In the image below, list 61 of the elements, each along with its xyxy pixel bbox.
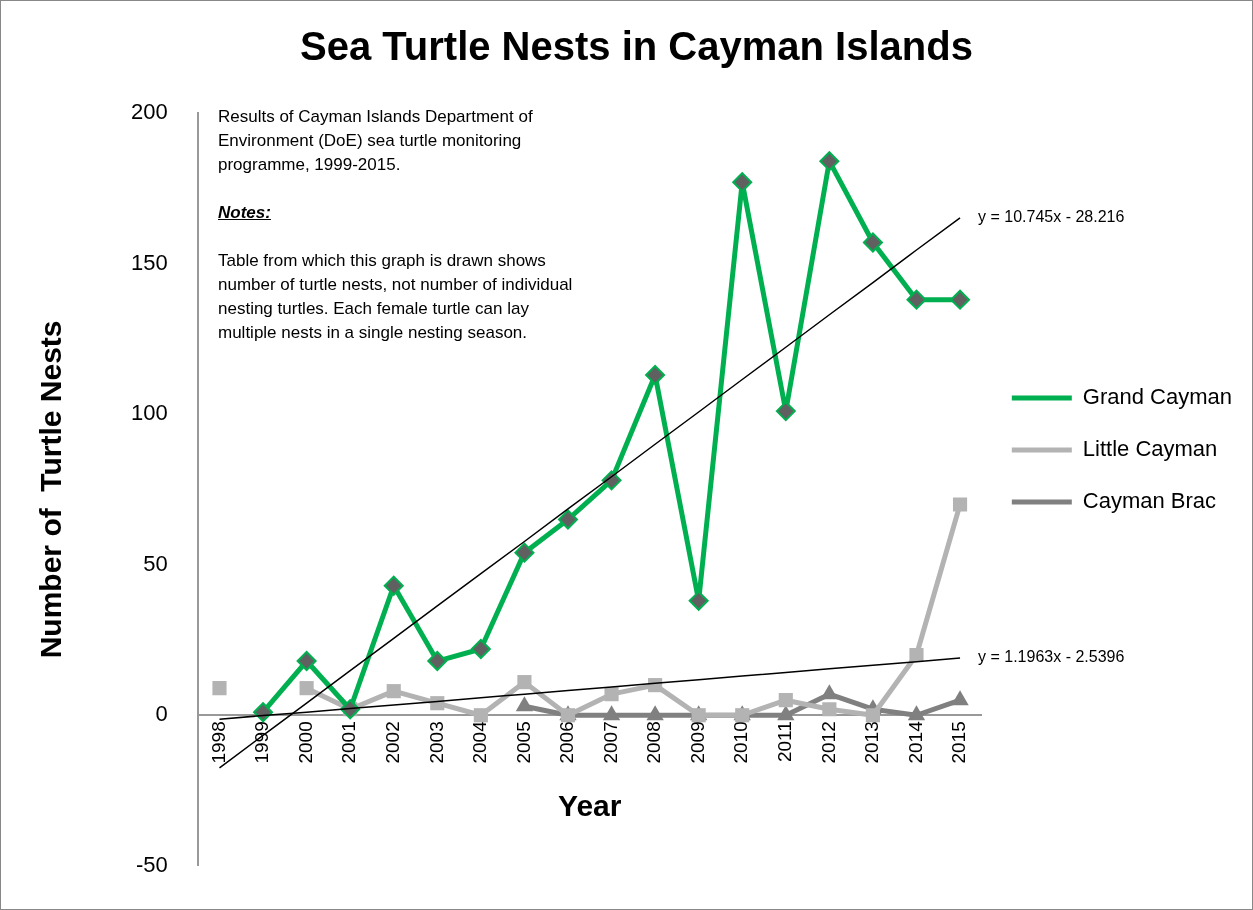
point <box>383 575 404 596</box>
x-tick-label: 2010 <box>730 721 752 764</box>
point <box>775 401 796 422</box>
x-tick-label: 1999 <box>251 721 273 764</box>
legend-label: Cayman Brac <box>1082 488 1217 514</box>
x-tick-label: 2009 <box>686 721 708 764</box>
x-tick-label: 2005 <box>512 721 534 764</box>
y-tick-label: -50 <box>135 851 168 877</box>
x-tick-label: 2011 <box>774 721 796 763</box>
y-tick-label: 50 <box>143 550 168 576</box>
legend-label: Little Cayman <box>1082 436 1218 462</box>
x-tick-label: 2008 <box>643 721 665 764</box>
point <box>862 232 883 253</box>
x-tick-label: 2006 <box>556 721 578 764</box>
point <box>296 651 317 672</box>
annotation: y = 10.745x - 28.216 <box>978 208 1125 226</box>
x-tick-label: 2002 <box>381 721 403 764</box>
x-tick-label: 2007 <box>599 721 621 764</box>
point <box>909 647 924 663</box>
x-tick-label: 2004 <box>469 720 491 764</box>
point <box>822 702 837 717</box>
point <box>645 364 666 385</box>
x-tick-label: 2001 <box>338 721 360 764</box>
point <box>688 590 709 611</box>
point <box>952 497 968 512</box>
x-tick-label: 2014 <box>904 720 926 764</box>
point <box>470 638 491 659</box>
point <box>473 708 488 723</box>
x-tick-label: 2012 <box>817 721 839 764</box>
annotation: Notes: <box>218 202 272 224</box>
point <box>514 542 535 563</box>
point <box>212 681 227 696</box>
y-tick-label: 0 <box>155 701 168 727</box>
point <box>819 151 840 172</box>
x-tick-label: 2000 <box>294 721 316 764</box>
legend-label: Grand Cayman <box>1082 384 1233 410</box>
annotation: Table from which this graph is drawn shows number of turtle nests, not number of individual nesting turtles. Each female turtle can lay multiple nests in a single nesting season. <box>218 250 574 344</box>
annotation: y = 1.1963x - 2.5396 <box>978 648 1125 666</box>
annotation: Results of Cayman Islands Department of Environment (DoE) sea turtle monitoring programme, 1999-2015. <box>218 106 534 176</box>
point <box>253 702 274 723</box>
point <box>299 681 314 696</box>
point <box>732 172 753 193</box>
point <box>778 693 793 708</box>
x-tick-label: 2013 <box>861 721 883 764</box>
point <box>386 684 401 699</box>
point <box>517 675 532 690</box>
point <box>427 651 448 672</box>
y-axis-title: Number of Turtle Nests <box>34 320 68 659</box>
point <box>557 509 578 530</box>
x-tick-label: 1998 <box>207 721 229 764</box>
x-tick-label: 2003 <box>425 721 447 764</box>
x-axis-title: Year <box>558 788 622 822</box>
point <box>604 687 619 702</box>
chart-title: Sea Turtle Nests in Cayman Islands <box>300 24 973 69</box>
x-tick-label: 2015 <box>948 721 970 764</box>
point <box>950 289 971 310</box>
point <box>906 289 927 310</box>
y-tick-label: 100 <box>130 400 168 426</box>
y-tick-label: 150 <box>130 249 168 275</box>
y-tick-label: 200 <box>130 99 168 125</box>
point <box>865 708 880 723</box>
